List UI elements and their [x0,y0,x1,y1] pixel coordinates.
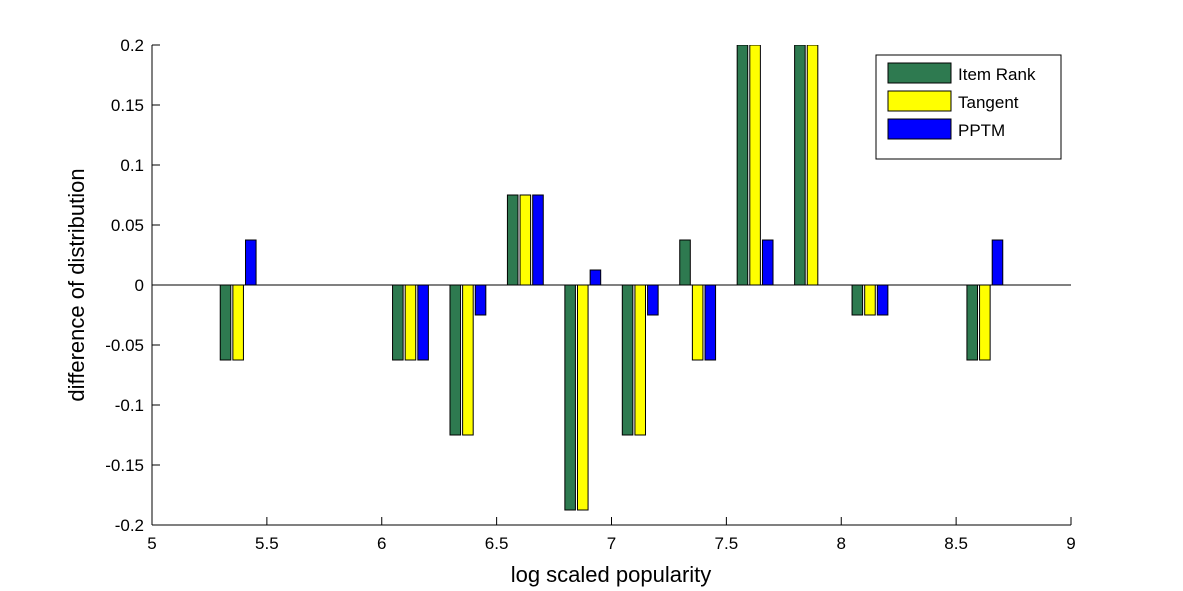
bar [417,284,429,361]
bar [449,284,462,436]
bar [749,45,761,286]
y-tick-label: 0.15 [111,96,144,115]
bar [966,284,978,361]
bar [219,284,232,361]
bar [736,45,749,286]
x-tick-label: 7 [607,534,616,553]
bar [979,284,991,361]
bar [462,284,474,436]
bar [245,239,257,286]
bar [679,239,691,286]
bar [506,194,519,286]
bar [589,269,602,286]
bar [404,284,417,361]
bar [532,194,544,286]
y-tick-label: 0 [135,276,144,295]
x-axis-label: log scaled popularity [511,562,712,587]
bar [991,239,1004,286]
legend-label: PPTM [958,121,1005,140]
legend-label: Tangent [958,93,1019,112]
bar [704,284,717,361]
x-tick-label: 5.5 [255,534,279,553]
bar [864,284,876,316]
legend-label: Item Rank [958,65,1036,84]
bar [576,284,589,511]
y-axis-label: difference of distribution [64,168,89,401]
bar [392,284,404,361]
bar [621,284,634,436]
bar [564,284,576,511]
x-tick-label: 8.5 [944,534,968,553]
y-tick-label: 0.05 [111,216,144,235]
bar [761,239,774,286]
y-tick-label: -0.1 [115,396,144,415]
bar [806,45,819,286]
x-tick-label: 6.5 [485,534,509,553]
x-tick-label: 5 [147,534,156,553]
bar [876,284,889,316]
bar [232,284,244,361]
bar [851,284,864,316]
y-tick-label: -0.15 [105,456,144,475]
bars [219,45,1004,511]
y-tick-label: 0.1 [120,156,144,175]
bar [474,284,487,316]
y-tick-label: 0.2 [120,36,144,55]
bar [647,284,659,316]
x-tick-label: 6 [377,534,386,553]
y-tick-label: -0.2 [115,516,144,535]
legend-swatch [887,62,952,84]
x-tick-label: 7.5 [715,534,739,553]
bar [634,284,647,436]
x-tick-label: 8 [837,534,846,553]
legend-swatch [887,90,952,112]
y-tick-label: -0.05 [105,336,144,355]
bar [794,45,806,286]
bar [519,194,532,286]
x-tick-label: 9 [1066,534,1075,553]
legend-swatch [887,118,952,140]
bar [691,284,704,361]
